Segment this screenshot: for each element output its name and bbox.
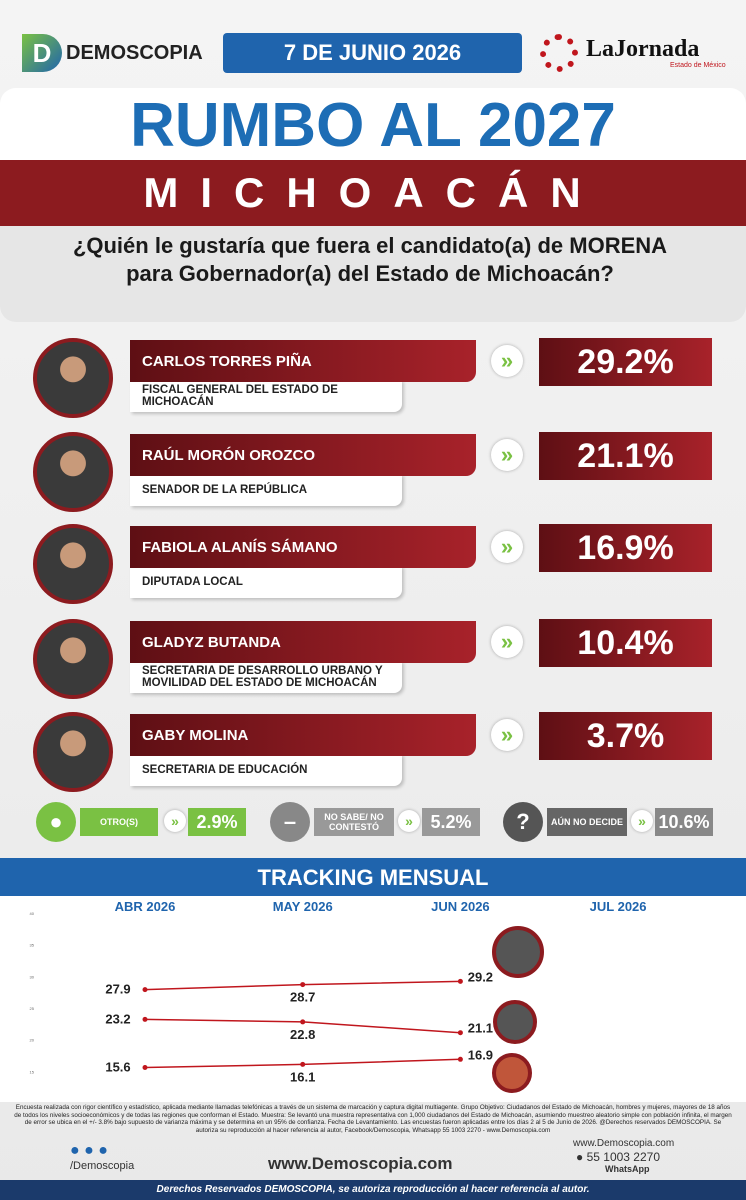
y-tick-label: 15 bbox=[30, 1069, 35, 1074]
y-tick-label: 10 bbox=[30, 1101, 35, 1102]
arrow-icon: » bbox=[164, 810, 186, 832]
point bbox=[300, 1061, 306, 1067]
disclaimer: Encuesta realizada con rigor científico … bbox=[14, 1104, 732, 1134]
phone-number: 55 1003 2270 bbox=[586, 1150, 660, 1164]
arrow-icon: » bbox=[491, 531, 523, 563]
date-badge: 7 DE JUNIO 2026 bbox=[223, 33, 522, 73]
candidate-photo bbox=[33, 712, 113, 792]
candidate-name: CARLOS TORRES PIÑA bbox=[130, 340, 476, 382]
candidate-photo bbox=[33, 432, 113, 512]
x-tick-label: ABR 2026 bbox=[115, 899, 176, 914]
x-tick-label: JUL 2026 bbox=[590, 899, 647, 914]
other-icon: ? bbox=[503, 802, 543, 842]
candidate-name: RAÚL MORÓN OROZCO bbox=[130, 434, 476, 476]
y-tick-label: 25 bbox=[30, 1006, 35, 1011]
question: ¿Quién le gustaría que fuera el candidat… bbox=[72, 233, 668, 286]
y-tick-label: 40 bbox=[30, 911, 35, 916]
brand-logo: D DEMOSCOPIA bbox=[22, 34, 203, 72]
data-label: 23.2 bbox=[105, 1011, 130, 1026]
other-value: 5.2% bbox=[422, 808, 480, 836]
y-tick-label: 20 bbox=[30, 1038, 35, 1043]
candidate-role: SECRETARIA DE EDUCACIÓN bbox=[130, 754, 402, 786]
candidate-value: 10.4% bbox=[539, 619, 712, 667]
subtitle: MICHOACÁN bbox=[0, 160, 746, 226]
tracking-chart: 10 15 20 25 30 35 40 ABR 2026 MAY 2026 JUN 2026 JU… bbox=[0, 896, 746, 1102]
title: RUMBO AL 2027 bbox=[0, 88, 746, 162]
website: www.Demoscopia.com bbox=[268, 1154, 453, 1173]
candidate-role: DIPUTADA LOCAL bbox=[130, 566, 402, 598]
social: /Demoscopia bbox=[70, 1160, 135, 1172]
point bbox=[142, 1016, 148, 1022]
photo bbox=[492, 1053, 532, 1093]
photo bbox=[492, 926, 544, 978]
candidate-value: 29.2% bbox=[539, 338, 712, 386]
rights: Derechos Reservados DEMOSCOPIA, se autor… bbox=[0, 1180, 746, 1200]
arrow-icon: » bbox=[491, 439, 523, 471]
data-label: 22.8 bbox=[290, 1027, 315, 1042]
candidate-photo bbox=[33, 524, 113, 604]
x-tick-label: JUN 2026 bbox=[431, 899, 490, 914]
candidate-role: SENADOR DE LA REPÚBLICA bbox=[130, 474, 402, 506]
y-tick-label: 30 bbox=[30, 974, 35, 979]
point bbox=[457, 1030, 463, 1036]
arrow-icon: » bbox=[491, 719, 523, 751]
point bbox=[142, 987, 148, 993]
social-icons: ● ● ● bbox=[70, 1142, 108, 1159]
partner-logo: LaJornada Estado de México bbox=[540, 34, 730, 74]
contact-site: www.Demoscopia.com bbox=[573, 1138, 675, 1149]
other-value: 10.6% bbox=[655, 808, 713, 836]
partner: LaJornada bbox=[586, 36, 700, 62]
other-label: NO SABE/ NO CONTESTÓ bbox=[314, 808, 394, 836]
other-icon: ● bbox=[36, 802, 76, 842]
arrow-icon: » bbox=[491, 626, 523, 658]
other-icon: – bbox=[270, 802, 310, 842]
y-tick-label: 35 bbox=[30, 943, 35, 948]
arrow-icon: » bbox=[491, 345, 523, 377]
arrow-icon: » bbox=[631, 810, 653, 832]
point bbox=[457, 978, 463, 984]
question-panel bbox=[0, 226, 746, 322]
other-value: 2.9% bbox=[188, 808, 246, 836]
candidate-role: SECRETARIA DE DESARROLLO URBANO Y MOVILI… bbox=[130, 661, 402, 693]
brand: DEMOSCOPIA bbox=[66, 41, 203, 64]
candidate-value: 21.1% bbox=[539, 432, 712, 480]
point bbox=[457, 1056, 463, 1062]
other-label: AÚN NO DECIDE bbox=[547, 808, 627, 836]
candidate-value: 16.9% bbox=[539, 524, 712, 572]
data-label: 28.7 bbox=[290, 990, 315, 1005]
candidate-name: GABY MOLINA bbox=[130, 714, 476, 756]
data-label: 21.1 bbox=[468, 1021, 493, 1036]
photo bbox=[493, 1000, 537, 1044]
candidate-role: FISCAL GENERAL DEL ESTADO DE MICHOACÁN bbox=[130, 380, 402, 412]
data-label: 15.6 bbox=[105, 1060, 130, 1075]
candidate-name: GLADYZ BUTANDA bbox=[130, 621, 476, 663]
phone-label: WhatsApp bbox=[605, 1164, 650, 1174]
point bbox=[300, 982, 306, 988]
candidate-name: FABIOLA ALANÍS SÁMANO bbox=[130, 526, 476, 568]
candidate-photo bbox=[33, 619, 113, 699]
data-label: 16.9 bbox=[468, 1047, 493, 1062]
other-label: OTRO(S) bbox=[80, 808, 158, 836]
x-tick-label: MAY 2026 bbox=[273, 899, 333, 914]
arrow-icon: » bbox=[398, 810, 420, 832]
point bbox=[300, 1019, 306, 1025]
partner-sub: Estado de México bbox=[670, 62, 726, 69]
data-label: 16.1 bbox=[290, 1069, 315, 1084]
candidate-photo bbox=[33, 338, 113, 418]
phone: ● 55 1003 2270 bbox=[576, 1150, 660, 1164]
chart-title: TRACKING MENSUAL bbox=[0, 858, 746, 896]
data-label: 29.2 bbox=[468, 969, 493, 984]
data-label: 27.9 bbox=[105, 982, 130, 997]
point bbox=[142, 1065, 148, 1071]
candidate-value: 3.7% bbox=[539, 712, 712, 760]
